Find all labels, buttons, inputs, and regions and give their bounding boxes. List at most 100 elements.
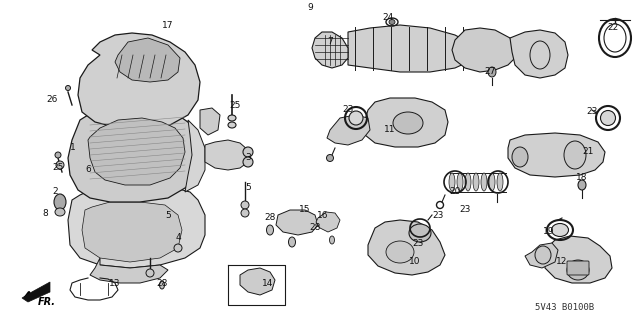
- Polygon shape: [82, 202, 182, 262]
- Ellipse shape: [56, 161, 64, 169]
- Polygon shape: [68, 105, 205, 202]
- Text: 2: 2: [52, 188, 58, 197]
- Ellipse shape: [241, 209, 249, 217]
- Text: 4: 4: [175, 234, 181, 242]
- Polygon shape: [312, 32, 348, 68]
- Polygon shape: [78, 33, 200, 130]
- Text: 6: 6: [85, 166, 91, 174]
- Polygon shape: [240, 268, 275, 295]
- Text: 15: 15: [300, 205, 311, 214]
- Text: 23: 23: [412, 239, 424, 248]
- Polygon shape: [316, 212, 340, 232]
- Text: 14: 14: [262, 278, 274, 287]
- Polygon shape: [22, 282, 50, 302]
- Ellipse shape: [457, 173, 463, 191]
- Text: 20: 20: [449, 188, 461, 197]
- Polygon shape: [68, 186, 205, 268]
- Text: 25: 25: [229, 100, 241, 109]
- Ellipse shape: [386, 241, 414, 263]
- Text: 23: 23: [432, 211, 444, 219]
- Ellipse shape: [600, 110, 616, 125]
- Polygon shape: [545, 236, 612, 283]
- Text: 13: 13: [109, 278, 121, 287]
- Ellipse shape: [326, 154, 333, 161]
- Ellipse shape: [473, 173, 479, 191]
- Text: 17: 17: [163, 20, 173, 29]
- Text: 28: 28: [264, 213, 276, 222]
- Text: 26: 26: [46, 95, 58, 105]
- Ellipse shape: [489, 173, 495, 191]
- Ellipse shape: [330, 236, 335, 244]
- Text: 5: 5: [165, 211, 171, 220]
- Text: 24: 24: [382, 13, 394, 23]
- Polygon shape: [205, 140, 248, 170]
- Polygon shape: [185, 120, 205, 192]
- Ellipse shape: [54, 194, 66, 210]
- Text: 5V43 B0100B: 5V43 B0100B: [535, 303, 594, 312]
- Ellipse shape: [55, 152, 61, 158]
- Ellipse shape: [564, 141, 586, 169]
- Ellipse shape: [393, 112, 423, 134]
- Ellipse shape: [266, 225, 273, 235]
- Text: 9: 9: [307, 4, 313, 12]
- Ellipse shape: [512, 147, 528, 167]
- Ellipse shape: [497, 173, 503, 191]
- Text: 12: 12: [556, 257, 568, 266]
- Ellipse shape: [578, 180, 586, 190]
- Polygon shape: [115, 38, 180, 82]
- Polygon shape: [452, 28, 518, 72]
- Ellipse shape: [552, 224, 568, 236]
- Ellipse shape: [65, 85, 70, 91]
- Text: 18: 18: [576, 174, 588, 182]
- Text: 28: 28: [156, 278, 168, 287]
- Polygon shape: [510, 30, 568, 78]
- Ellipse shape: [228, 122, 236, 128]
- Ellipse shape: [228, 115, 236, 121]
- Ellipse shape: [567, 260, 589, 280]
- Ellipse shape: [243, 157, 253, 167]
- Ellipse shape: [449, 173, 455, 191]
- Polygon shape: [276, 210, 318, 235]
- Polygon shape: [368, 220, 445, 275]
- Polygon shape: [327, 115, 370, 145]
- Text: 27: 27: [484, 68, 496, 77]
- Polygon shape: [90, 258, 168, 283]
- Polygon shape: [88, 118, 185, 185]
- Text: 10: 10: [409, 257, 420, 266]
- Text: 5: 5: [245, 182, 251, 191]
- Ellipse shape: [55, 208, 65, 216]
- Text: 19: 19: [543, 227, 555, 236]
- Polygon shape: [348, 25, 468, 72]
- Text: 3: 3: [245, 152, 251, 161]
- Text: 16: 16: [317, 211, 329, 219]
- Polygon shape: [363, 98, 448, 147]
- FancyBboxPatch shape: [567, 261, 589, 275]
- Text: 7: 7: [327, 38, 333, 47]
- Text: 23: 23: [586, 108, 598, 116]
- Text: 1: 1: [70, 144, 76, 152]
- Text: 8: 8: [42, 209, 48, 218]
- Ellipse shape: [174, 244, 182, 252]
- Ellipse shape: [289, 237, 296, 247]
- Polygon shape: [508, 133, 605, 177]
- Ellipse shape: [243, 147, 253, 157]
- Ellipse shape: [488, 67, 496, 77]
- Text: 11: 11: [384, 125, 396, 135]
- Ellipse shape: [241, 201, 249, 209]
- Text: 28: 28: [309, 224, 321, 233]
- Text: 22: 22: [607, 24, 619, 33]
- Ellipse shape: [465, 173, 471, 191]
- Ellipse shape: [535, 246, 551, 264]
- Text: 25: 25: [52, 162, 64, 172]
- Text: 23: 23: [342, 106, 354, 115]
- Polygon shape: [200, 108, 220, 135]
- Text: 23: 23: [460, 205, 470, 214]
- Ellipse shape: [146, 269, 154, 277]
- Ellipse shape: [481, 173, 487, 191]
- Ellipse shape: [389, 19, 395, 25]
- Ellipse shape: [349, 111, 363, 125]
- Text: 21: 21: [582, 147, 594, 157]
- Text: FR.: FR.: [38, 297, 56, 307]
- Ellipse shape: [409, 224, 431, 242]
- Polygon shape: [525, 243, 558, 268]
